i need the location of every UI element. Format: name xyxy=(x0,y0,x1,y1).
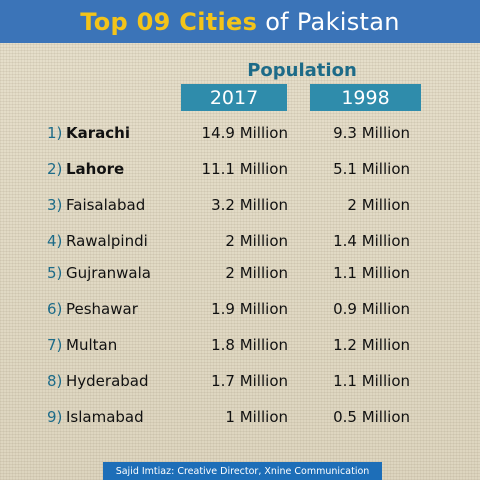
city-name: Rawalpindi xyxy=(66,232,148,250)
population-2017: 1.9 Million xyxy=(211,300,288,318)
population-1998: 1.2 Million xyxy=(333,336,410,354)
city-name: Karachi xyxy=(66,124,130,142)
city-name: Faisalabad xyxy=(66,196,146,214)
city-row: 6) Peshawar 1.9 Million 0.9 Million xyxy=(0,300,480,322)
city-row: 7) Multan 1.8 Million 1.2 Million xyxy=(0,336,480,358)
year-header-2017: 2017 xyxy=(181,84,287,111)
population-1998: 1.1 Million xyxy=(333,264,410,282)
city-rank: 7) xyxy=(47,336,63,354)
population-1998: 0.9 Million xyxy=(333,300,410,318)
city-row: 5) Gujranwala 2 Million 1.1 Million xyxy=(0,264,480,286)
city-row: 2) Lahore 11.1 Million 5.1 Million xyxy=(0,160,480,182)
city-row: 8) Hyderabad 1.7 Million 1.1 Million xyxy=(0,372,480,394)
city-row: 3) Faisalabad 3.2 Million 2 Million xyxy=(0,196,480,218)
city-name: Peshawar xyxy=(66,300,138,318)
population-2017: 2 Million xyxy=(225,232,288,250)
population-2017: 3.2 Million xyxy=(211,196,288,214)
title-bar: Top 09 Cities of Pakistan xyxy=(0,0,480,43)
population-2017: 14.9 Million xyxy=(201,124,288,142)
city-row: 4) Rawalpindi 2 Million 1.4 Million xyxy=(0,232,480,254)
population-1998: 1.4 Million xyxy=(333,232,410,250)
population-2017: 2 Million xyxy=(225,264,288,282)
city-name: Multan xyxy=(66,336,118,354)
city-name: Lahore xyxy=(66,160,125,178)
city-rank: 3) xyxy=(47,196,63,214)
population-1998: 9.3 Million xyxy=(333,124,410,142)
population-2017: 11.1 Million xyxy=(201,160,288,178)
city-name: Islamabad xyxy=(66,408,144,426)
population-1998: 0.5 Million xyxy=(333,408,410,426)
city-rank: 5) xyxy=(47,264,63,282)
population-2017: 1.8 Million xyxy=(211,336,288,354)
population-1998: 1.1 Million xyxy=(333,372,410,390)
population-2017: 1 Million xyxy=(225,408,288,426)
population-label: Population xyxy=(247,60,357,81)
population-1998: 2 Million xyxy=(347,196,410,214)
city-name: Hyderabad xyxy=(66,372,149,390)
title-highlight: Top 09 Cities xyxy=(80,7,258,36)
city-rank: 2) xyxy=(47,160,63,178)
city-row: 9) Islamabad 1 Million 0.5 Million xyxy=(0,408,480,430)
footer-credit: Sajid Imtiaz: Creative Director, Xnine C… xyxy=(103,462,382,480)
population-1998: 5.1 Million xyxy=(333,160,410,178)
year-header-1998: 1998 xyxy=(310,84,421,111)
title-rest: of Pakistan xyxy=(265,7,400,36)
city-rank: 1) xyxy=(47,124,63,142)
city-rank: 8) xyxy=(47,372,63,390)
population-2017: 1.7 Million xyxy=(211,372,288,390)
city-rank: 4) xyxy=(47,232,63,250)
city-rank: 6) xyxy=(47,300,63,318)
city-name: Gujranwala xyxy=(66,264,151,282)
city-rank: 9) xyxy=(47,408,63,426)
city-row: 1) Karachi 14.9 Million 9.3 Million xyxy=(0,124,480,146)
